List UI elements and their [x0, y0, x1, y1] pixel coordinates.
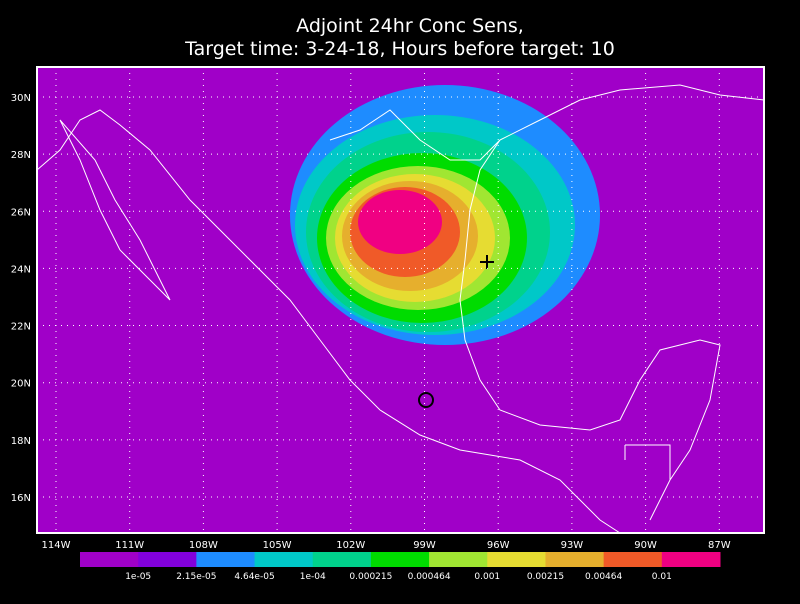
source-circle [418, 392, 434, 408]
colorbar-box [80, 552, 139, 567]
border [329, 109, 501, 161]
lon-label: 96W [487, 540, 510, 551]
plume [290, 85, 600, 345]
lat-label: 30N [11, 93, 31, 104]
map-frame [36, 66, 765, 534]
coastlines [37, 84, 764, 533]
plume-contour [358, 190, 442, 254]
colorbar-box [603, 552, 663, 567]
colorbar-box [661, 552, 721, 567]
colorbar-box [196, 552, 256, 567]
colorbar-box [545, 552, 605, 567]
lat-label: 22N [11, 322, 31, 333]
lon-label: 102W [336, 540, 365, 551]
colorbar-label: 4.64e-05 [234, 572, 274, 582]
title-line: Target time: 3-24-18, Hours before targe… [184, 38, 615, 60]
lon-label: 108W [189, 540, 218, 551]
colorbar-label: 1e-04 [300, 572, 326, 582]
lat-label: 26N [11, 207, 31, 218]
lat-label: 18N [11, 436, 31, 447]
coastline [59, 119, 171, 301]
colorbar-label: 0.000464 [408, 572, 451, 582]
lat-label: 16N [11, 493, 31, 504]
colorbar-label: 0.000215 [349, 572, 392, 582]
colorbar: 1e-05 2.15e-05 4.64e-05 1e-04 0.000215 0.0004… [80, 552, 721, 582]
coastline [499, 84, 764, 141]
coastline [37, 109, 621, 533]
axis-labels: 30N 28N 26N 24N 22N 20N 18N 16N 114W 111W 108W 105W… [11, 93, 731, 551]
target-cross [480, 255, 494, 269]
colorbar-label: 0.00464 [585, 572, 622, 582]
lon-label: 114W [42, 540, 71, 551]
lon-label: 99W [413, 540, 436, 551]
colorbar-label: 2.15e-05 [176, 572, 216, 582]
colorbar-box [487, 552, 546, 567]
colorbar-box [138, 552, 197, 567]
lon-label: 93W [561, 540, 584, 551]
lon-label: 90W [634, 540, 657, 551]
colorbar-label: 0.001 [474, 572, 500, 582]
title-line: Adjoint 24hr Conc Sens, [296, 15, 524, 37]
colorbar-label: 0.00215 [527, 572, 564, 582]
colorbar-box [254, 552, 314, 567]
colorbar-label: 0.01 [652, 572, 672, 582]
colorbar-label: 1e-05 [125, 572, 151, 582]
lat-label: 28N [11, 150, 31, 161]
lon-label: 105W [263, 540, 292, 551]
lon-label: 111W [115, 540, 144, 551]
lon-label: 87W [708, 540, 731, 551]
markers [418, 255, 494, 408]
colorbar-box [429, 552, 488, 567]
border [624, 444, 671, 480]
colorbar-box [370, 552, 430, 567]
coastline [459, 139, 721, 521]
lat-label: 20N [11, 379, 31, 390]
lat-label: 24N [11, 264, 31, 275]
colorbar-box [312, 552, 372, 567]
